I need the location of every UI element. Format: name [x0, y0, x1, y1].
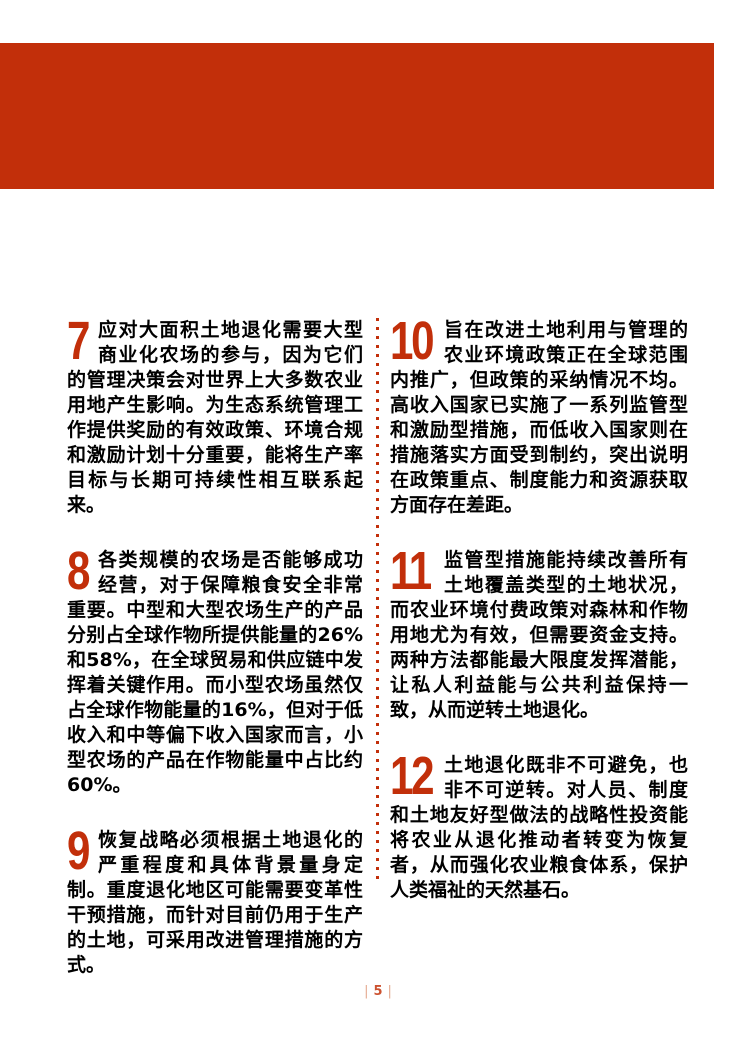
footer-left-bar: |: [364, 984, 369, 999]
point-number-11: 11: [390, 548, 432, 601]
point-number-10: 10: [390, 318, 435, 371]
key-point-7: 7 应对大面积土地退化需要大型商业化农场的参与，因为它们的管理决策会对世界上大多数…: [67, 318, 363, 518]
point-number-9: 9: [67, 828, 90, 881]
header-red-banner: [0, 43, 714, 189]
point-number-7: 7: [67, 318, 90, 371]
column-divider-dotted: [376, 318, 379, 882]
point-text-11: 监管型措施能持续改善所有土地覆盖类型的土地状况，而农业环境付费政策对森林和作物用…: [390, 549, 688, 721]
point-text-8: 各类规模的农场是否能够成功经营，对于保障粮食安全非常重要。中型和大型农场生产的产…: [67, 549, 363, 796]
right-column: 10 旨在改进土地利用与管理的农业环境政策正在全球范围内推广，但政策的采纳情况不均…: [390, 318, 688, 903]
point-text-9: 恢复战略必须根据土地退化的严重程度和具体背景量身定制。重度退化地区可能需要变革性…: [67, 829, 363, 976]
key-point-8: 8 各类规模的农场是否能够成功经营，对于保障粮食安全非常重要。中型和大型农场生产的…: [67, 548, 363, 798]
key-point-11: 11 监管型措施能持续改善所有土地覆盖类型的土地状况，而农业环境付费政策对森林和作…: [390, 548, 688, 723]
left-column: 7 应对大面积土地退化需要大型商业化农场的参与，因为它们的管理决策会对世界上大多数…: [67, 318, 363, 978]
footer-right-bar: |: [387, 984, 392, 999]
key-point-10: 10 旨在改进土地利用与管理的农业环境政策正在全球范围内推广，但政策的采纳情况不均…: [390, 318, 688, 518]
point-text-10: 旨在改进土地利用与管理的农业环境政策正在全球范围内推广，但政策的采纳情况不均。高…: [390, 319, 688, 516]
page-number: 5: [373, 984, 383, 999]
key-point-9: 9 恢复战略必须根据土地退化的严重程度和具体背景量身定制。重度退化地区可能需要变革…: [67, 828, 363, 978]
point-text-12: 土地退化既非不可避免，也非不可逆转。对人员、制度和土地友好型做法的战略性投资能将…: [390, 754, 688, 901]
key-point-12: 12 土地退化既非不可避免，也非不可逆转。对人员、制度和土地友好型做法的战略性投资…: [390, 753, 688, 903]
page-footer: | 5 |: [0, 984, 756, 1000]
point-text-7: 应对大面积土地退化需要大型商业化农场的参与，因为它们的管理决策会对世界上大多数农…: [67, 319, 363, 516]
point-number-8: 8: [67, 548, 90, 601]
point-number-12: 12: [390, 753, 435, 806]
